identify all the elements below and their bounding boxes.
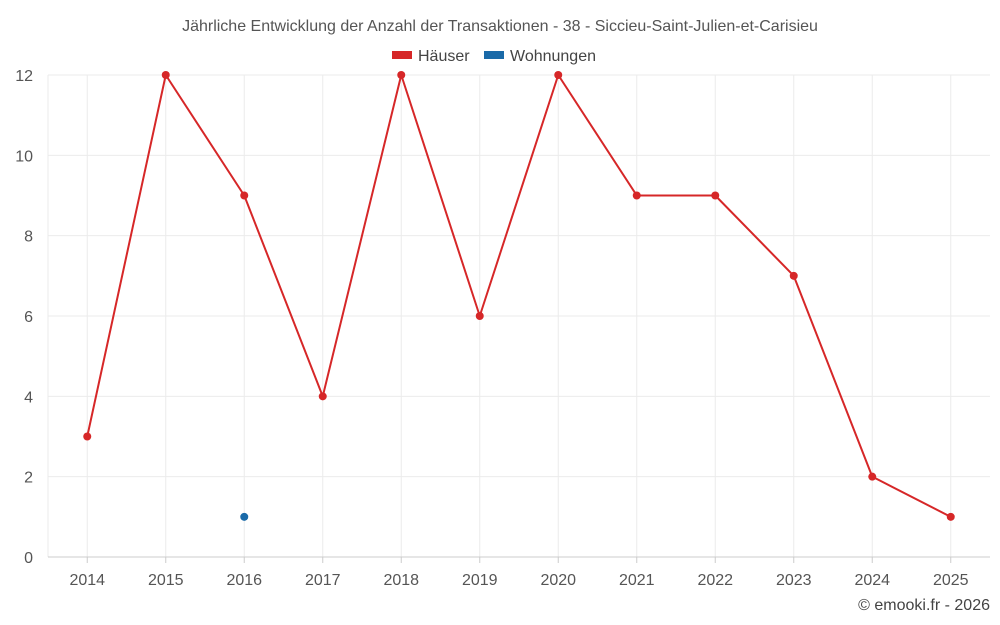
data-point-haeuser[interactable] xyxy=(554,71,563,79)
data-point-haeuser[interactable] xyxy=(789,271,798,280)
x-tick-label: 2017 xyxy=(305,572,341,589)
data-point-wohnungen[interactable] xyxy=(240,512,249,521)
data-point-haeuser[interactable] xyxy=(161,71,170,79)
x-tick-label: 2020 xyxy=(540,572,576,589)
legend-swatch-wohnungen xyxy=(484,51,504,59)
y-tick-label: 2 xyxy=(24,470,33,487)
series xyxy=(83,71,955,521)
x-tick-label: 2023 xyxy=(776,572,812,589)
y-tick-label: 0 xyxy=(24,550,33,567)
y-tick-label: 4 xyxy=(24,389,33,406)
x-tick-label: 2025 xyxy=(933,572,969,589)
x-tick-label: 2021 xyxy=(619,572,655,589)
x-tick-label: 2014 xyxy=(69,572,105,589)
axes: 0 2 4 6 8 10 12 2014 2015 2016 2017 2018 2019 2020 202… xyxy=(15,68,990,589)
data-point-haeuser[interactable] xyxy=(240,191,249,200)
legend-label-wohnungen: Wohnungen xyxy=(510,48,596,65)
x-tick-label: 2015 xyxy=(148,572,184,589)
x-tick-label: 2024 xyxy=(854,572,890,589)
data-point-haeuser[interactable] xyxy=(318,392,327,401)
legend-item-wohnungen[interactable]: Wohnungen xyxy=(484,48,596,65)
legend-label-haeuser: Häuser xyxy=(418,48,470,65)
y-tick-label: 12 xyxy=(15,68,33,85)
y-tick-label: 8 xyxy=(24,229,33,246)
x-tick-label: 2019 xyxy=(462,572,498,589)
chart-title: Jährliche Entwicklung der Anzahl der Tra… xyxy=(182,18,818,35)
legend-swatch-haeuser xyxy=(392,51,412,59)
x-tick-label: 2018 xyxy=(383,572,419,589)
credit-text: © emooki.fr - 2026 xyxy=(858,597,990,614)
data-point-haeuser[interactable] xyxy=(475,312,484,320)
series-line-haeuser xyxy=(86,74,952,518)
legend-item-haeuser[interactable]: Häuser xyxy=(392,48,470,65)
data-point-haeuser[interactable] xyxy=(632,191,641,200)
x-tick-label: 2022 xyxy=(697,572,733,589)
data-point-haeuser[interactable] xyxy=(946,512,955,521)
data-point-haeuser[interactable] xyxy=(711,191,720,200)
data-point-haeuser[interactable] xyxy=(868,472,877,481)
data-point-haeuser[interactable] xyxy=(83,432,92,441)
y-tick-label: 6 xyxy=(24,309,33,326)
legend: Häuser Wohnungen xyxy=(392,48,596,65)
grid xyxy=(47,74,990,557)
data-point-haeuser[interactable] xyxy=(397,71,406,79)
y-tick-label: 10 xyxy=(15,148,33,165)
x-tick-label: 2016 xyxy=(226,572,262,589)
